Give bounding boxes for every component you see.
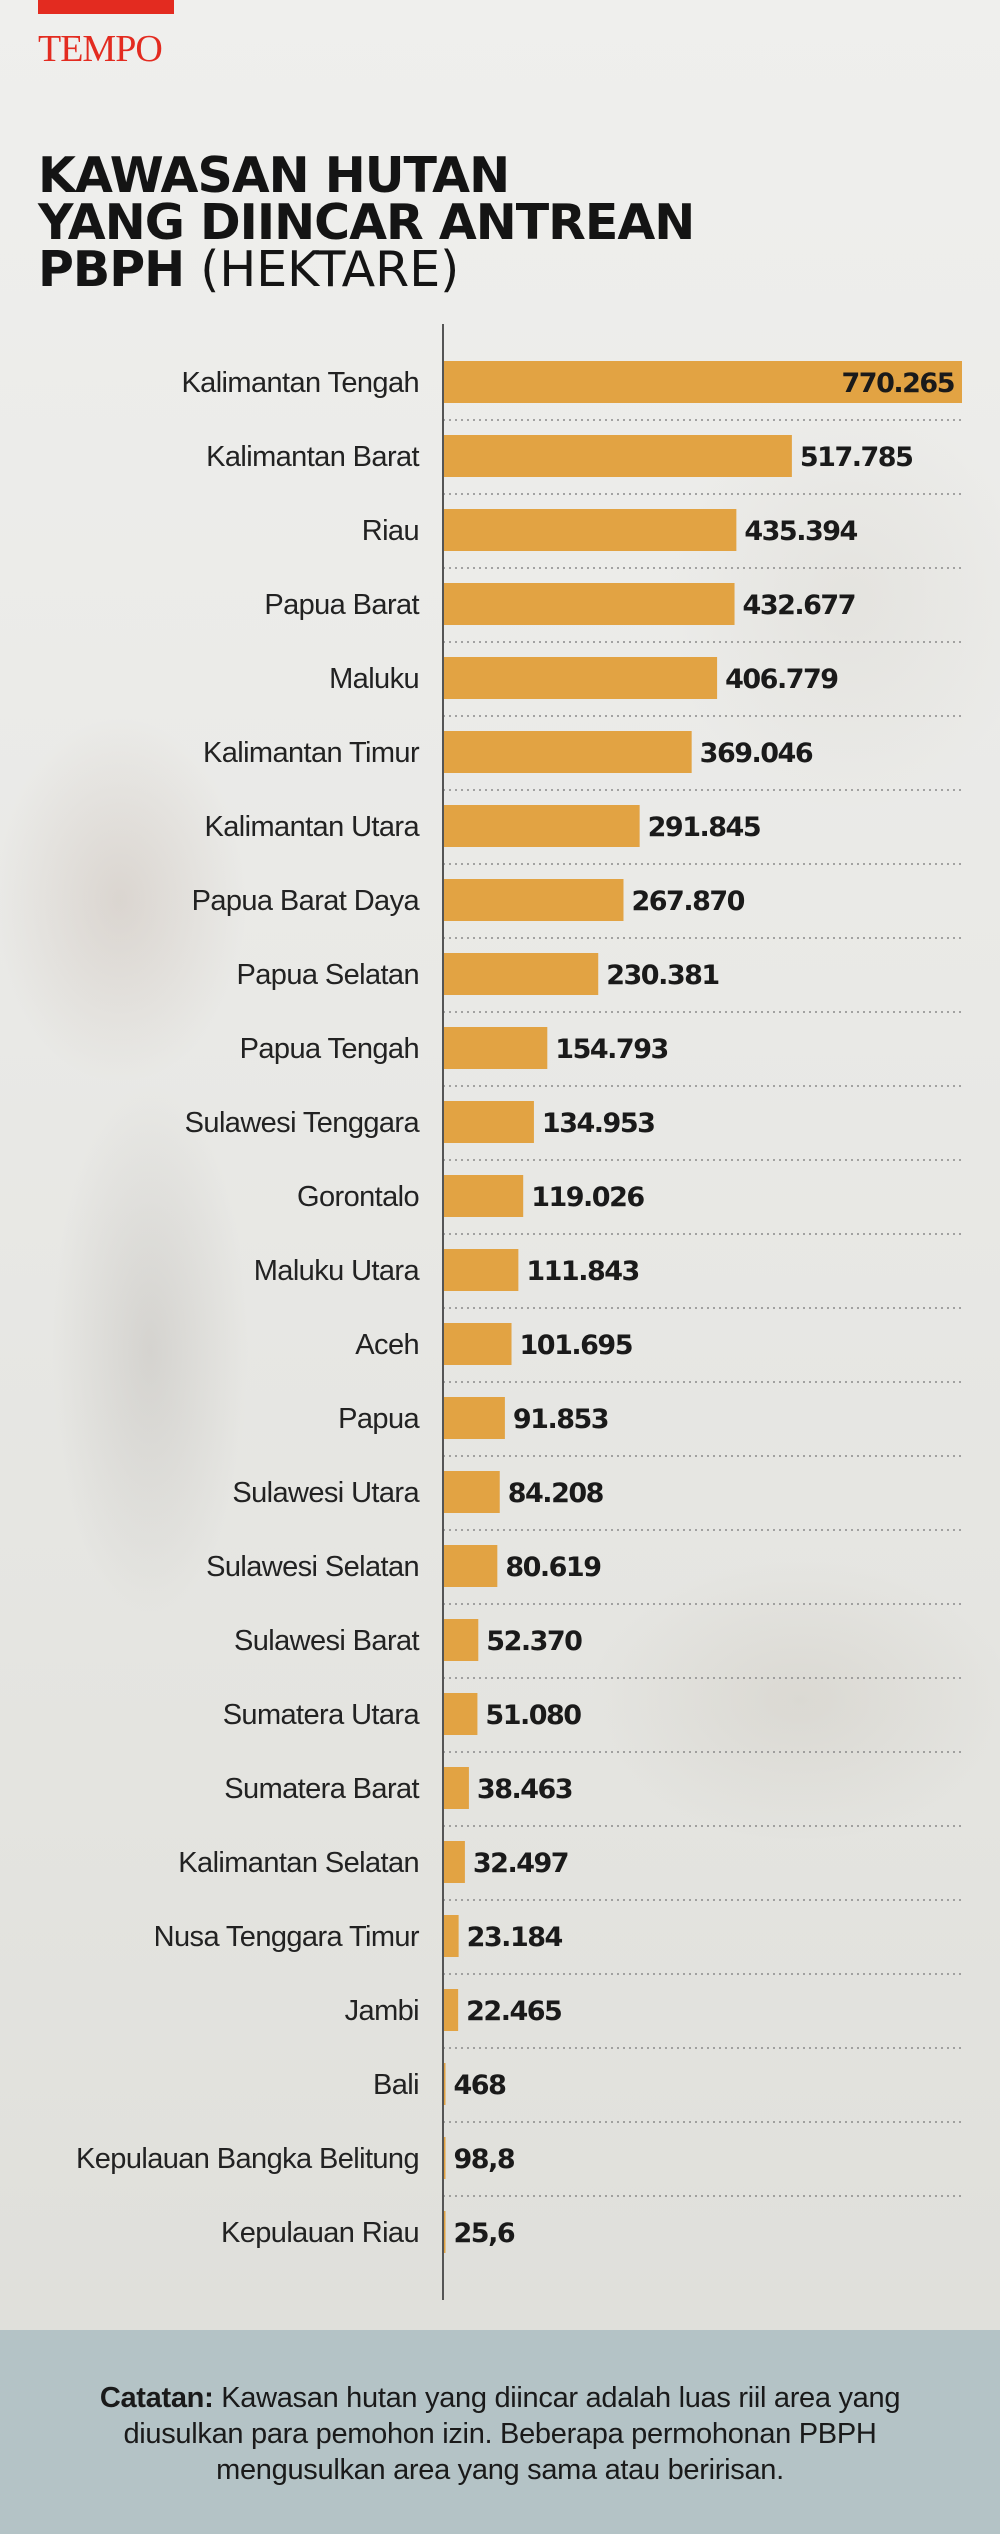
bar: [443, 1693, 478, 1735]
category-label: Kepulauan Riau: [221, 2217, 419, 2249]
bar: [443, 509, 737, 551]
bar: [443, 1397, 505, 1439]
value-label: 435.394: [744, 516, 857, 547]
note-text: Kawasan hutan yang diincar adalah luas r…: [123, 2382, 901, 2486]
category-label: Kalimantan Selatan: [178, 1847, 419, 1879]
bar: [443, 731, 692, 773]
value-label: 119.026: [531, 1182, 644, 1213]
bar: [443, 1915, 459, 1957]
category-label: Sumatera Barat: [224, 1773, 419, 1805]
value-label: 770.265: [842, 368, 954, 399]
title-line-2: YANG DIINCAR ANTREAN: [38, 194, 695, 251]
value-label: 91.853: [513, 1404, 608, 1435]
value-label: 22.465: [466, 1996, 561, 2027]
category-label: Gorontalo: [297, 1181, 419, 1213]
category-label: Nusa Tenggara Timur: [154, 1921, 420, 1953]
value-label: 134.953: [542, 1108, 654, 1139]
bar: [443, 1841, 465, 1883]
category-label: Kalimantan Barat: [206, 441, 419, 473]
bar: [443, 583, 735, 625]
title-line-1: KAWASAN HUTAN: [38, 147, 510, 204]
title-line-3: PBPH (HEKTARE): [38, 245, 938, 294]
brand-logo: TEMPO: [38, 28, 163, 70]
bar: [443, 1471, 500, 1513]
category-label: Sumatera Utara: [223, 1699, 421, 1731]
category-label: Papua Barat Daya: [192, 885, 421, 917]
bar: [443, 805, 640, 847]
category-label: Sulawesi Selatan: [206, 1551, 419, 1583]
category-label: Jambi: [345, 1995, 419, 2027]
footer-note-panel: Catatan: Kawasan hutan yang diincar adal…: [0, 2330, 1000, 2534]
note-label: Catatan:: [99, 2382, 214, 2414]
category-label: Kalimantan Tengah: [181, 367, 419, 399]
value-label: 111.843: [526, 1256, 638, 1287]
category-label: Sulawesi Tenggara: [185, 1107, 421, 1139]
bar: [443, 1101, 534, 1143]
category-label: Sulawesi Utara: [232, 1477, 420, 1509]
bar: [443, 1249, 519, 1291]
bar: [443, 953, 599, 995]
value-label: 84.208: [508, 1478, 604, 1509]
bar: [443, 1027, 548, 1069]
bar: [443, 1545, 498, 1587]
category-label: Kalimantan Timur: [203, 737, 420, 769]
value-label: 230.381: [606, 960, 718, 991]
bar: [443, 1989, 459, 2031]
value-label: 267.870: [631, 886, 744, 917]
category-label: Maluku: [329, 663, 419, 695]
category-label: Papua: [338, 1403, 420, 1435]
brand-accent-bar: [38, 0, 174, 14]
value-label: 52.370: [486, 1626, 582, 1657]
category-label: Sulawesi Barat: [234, 1625, 420, 1657]
value-label: 23.184: [467, 1922, 563, 1953]
value-label: 101.695: [520, 1330, 632, 1361]
bar: [443, 361, 962, 403]
value-label: 154.793: [555, 1034, 667, 1065]
value-label: 98,8: [454, 2144, 515, 2175]
chart-title: KAWASAN HUTAN YANG DIINCAR ANTREAN PBPH …: [38, 147, 938, 294]
bar: [443, 657, 718, 699]
category-label: Aceh: [355, 1329, 419, 1361]
bar: [443, 879, 624, 921]
title-unit: (HEKTARE): [200, 241, 460, 298]
category-label: Papua Tengah: [240, 1033, 419, 1065]
value-label: 51.080: [485, 1700, 581, 1731]
value-label: 32.497: [473, 1848, 568, 1879]
bar: [443, 1323, 512, 1365]
value-label: 468: [454, 2070, 507, 2101]
bar: [443, 1619, 479, 1661]
bar: [443, 1175, 524, 1217]
category-label: Kepulauan Bangka Belitung: [76, 2143, 419, 2175]
bar: [443, 435, 792, 477]
category-label: Bali: [373, 2069, 419, 2101]
value-label: 25,6: [454, 2218, 515, 2249]
bar-chart: Kalimantan Tengah 770.265 Kalimantan Barat…: [76, 324, 962, 2300]
category-label: Papua Barat: [264, 589, 419, 621]
bar: [443, 2211, 446, 2253]
value-label: 80.619: [505, 1552, 601, 1583]
category-label: Kalimantan Utara: [205, 811, 421, 843]
title-line-3-text: PBPH: [38, 241, 185, 298]
category-label: Maluku Utara: [254, 1255, 421, 1287]
category-label: Riau: [362, 515, 419, 547]
value-label: 38.463: [477, 1774, 572, 1805]
value-label: 406.779: [725, 664, 838, 695]
value-label: 432.677: [743, 590, 855, 621]
bar: [443, 1767, 469, 1809]
bar: [443, 2063, 446, 2105]
bar: [443, 2137, 446, 2179]
value-label: 369.046: [700, 738, 813, 769]
footer-note: Catatan: Kawasan hutan yang diincar adal…: [40, 2380, 960, 2488]
value-label: 291.845: [648, 812, 760, 843]
category-label: Papua Selatan: [237, 959, 419, 991]
value-label: 517.785: [800, 442, 912, 473]
